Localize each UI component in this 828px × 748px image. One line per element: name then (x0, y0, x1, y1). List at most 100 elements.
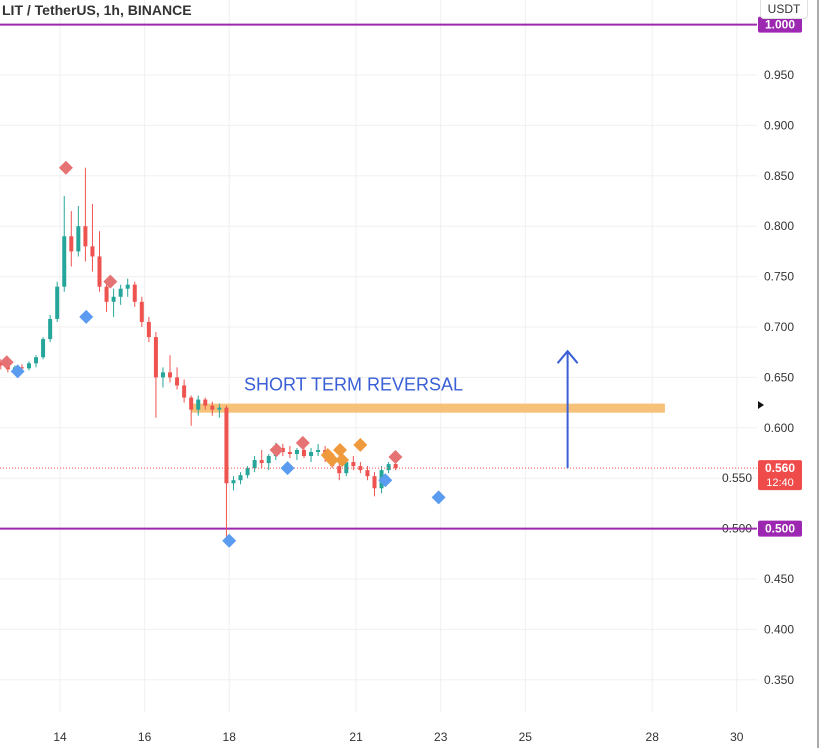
sell-signal-marker (269, 442, 284, 457)
candle (266, 454, 271, 471)
candle (210, 401, 215, 416)
y-tick-label: 0.550 (722, 471, 752, 485)
candle (182, 379, 187, 403)
candle-body (62, 236, 67, 287)
candle-body (386, 464, 391, 471)
up-arrow-head-icon (556, 349, 579, 364)
candle (90, 204, 95, 272)
candle (287, 445, 292, 459)
buy-signal-marker (10, 364, 25, 379)
candle (76, 206, 81, 257)
candle (34, 355, 39, 368)
candle-body (189, 397, 194, 410)
annotation-text: SHORT TERM REVERSAL (244, 375, 463, 395)
x-tick-label: 28 (646, 730, 660, 744)
candle-body (90, 246, 95, 257)
candle (48, 314, 53, 343)
candle (132, 281, 137, 307)
candle-body (160, 372, 165, 378)
candle-body (287, 451, 292, 455)
candle (365, 466, 370, 481)
candle-body (365, 470, 370, 477)
candle (26, 361, 31, 371)
candle (196, 395, 201, 416)
candle-body (153, 337, 158, 378)
candle (69, 211, 74, 267)
candle (62, 195, 67, 292)
candle (358, 462, 363, 474)
sell-signal-marker (295, 435, 310, 450)
candle (224, 405, 229, 541)
candle-body (316, 449, 321, 452)
sell-signal-marker (388, 450, 403, 465)
candle-body (146, 321, 151, 338)
y-tick-label: 0.800 (764, 219, 794, 233)
candle-body (26, 363, 31, 369)
candle (175, 367, 180, 390)
y-tick-label: 0.600 (764, 421, 794, 435)
candle-body (175, 377, 180, 386)
bar-countdown: 12:40 (766, 477, 794, 489)
level-label-bg (758, 520, 802, 537)
orange-signal-marker (333, 442, 348, 457)
candle-body (76, 226, 81, 252)
candle (217, 403, 222, 418)
candle-body (231, 480, 236, 484)
candle (294, 447, 299, 461)
y-tick-label: 0.850 (764, 169, 794, 183)
candle-body (351, 462, 356, 467)
candle-body (182, 385, 187, 398)
candle (146, 316, 151, 343)
y-tick-label: 0.650 (764, 370, 794, 384)
candle (351, 456, 356, 471)
candle-body (196, 399, 201, 410)
x-tick-label: 21 (349, 730, 363, 744)
candle-body (118, 288, 123, 297)
candle-body (372, 476, 377, 489)
candle-body (344, 462, 349, 474)
candle-body (48, 318, 53, 340)
candle (160, 367, 165, 388)
candle-body (294, 449, 299, 455)
level-label: 0.500 (765, 522, 795, 536)
candle-body (210, 405, 215, 410)
candle-body (217, 407, 222, 410)
y-tick-label: 0.700 (764, 320, 794, 334)
candle (252, 456, 257, 473)
candle-body (69, 236, 74, 252)
candle-body (393, 464, 398, 469)
candle-body (111, 296, 116, 302)
candle-body (259, 460, 264, 464)
candle (203, 397, 208, 410)
sell-signal-marker (103, 274, 118, 289)
y-tick-label: 0.750 (764, 270, 794, 284)
reversal-zone (191, 403, 665, 413)
level-label: 1.000 (765, 18, 795, 32)
currency-button[interactable]: USDT (760, 0, 808, 19)
candle (386, 462, 391, 474)
candle-body (309, 451, 314, 457)
current-price-label: 0.560 (765, 461, 795, 475)
buy-signal-marker (378, 473, 393, 488)
buy-signal-marker (222, 533, 237, 548)
y-tick-label: 0.950 (764, 68, 794, 82)
level-label-bg (758, 16, 802, 33)
orange-signal-marker (353, 437, 368, 452)
candle (245, 466, 250, 479)
candle-body (34, 357, 39, 364)
candle-body (238, 475, 243, 481)
candle (83, 167, 88, 262)
candle-body (125, 284, 130, 289)
candle (139, 296, 144, 327)
scroll-to-realtime-icon (758, 401, 764, 409)
candle-body (245, 468, 250, 476)
candle (189, 395, 194, 426)
sell-signal-marker (58, 160, 73, 175)
x-tick-label: 25 (519, 730, 533, 744)
candle-body (252, 460, 257, 469)
y-tick-label: 0.400 (764, 622, 794, 636)
orange-signal-marker (335, 453, 350, 468)
candle (316, 443, 321, 457)
y-tick-label: 0.350 (764, 673, 794, 687)
